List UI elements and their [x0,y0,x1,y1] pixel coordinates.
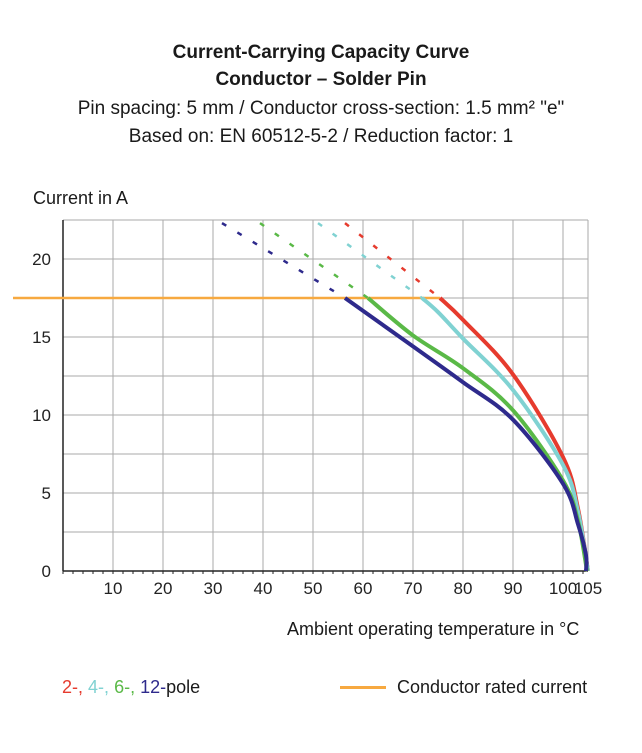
legend-4-pole: 4-, [88,677,110,697]
series-12-pole-line [343,296,589,572]
legend-rated: Conductor rated current [397,677,588,697]
x-tick-label: 80 [454,579,473,598]
x-tick-label: 70 [404,579,423,598]
chart-title: Current-Carrying Capacity Curve [172,42,470,63]
legend-rated-swatch [340,686,386,689]
y-tick-label: 5 [42,484,51,503]
series-4-pole-line [420,296,590,572]
x-tick-label: 105 [574,579,602,598]
legend-poles: 2-, 4-, 6-, 12-pole [62,677,200,698]
x-tick-label: 10 [104,579,123,598]
info-line-1: Pin spacing: 5 mm / Conductor cross-sect… [77,98,565,119]
x-tick-label: 30 [204,579,223,598]
y-tick-label: 20 [32,250,51,269]
legend-2-pole: 2-, [62,677,84,697]
x-tick-label: 60 [354,579,373,598]
y-axis-label: Current in A [33,188,129,208]
x-tick-label: 90 [504,579,523,598]
legend-6-pole: 6-, [114,677,136,697]
x-tick-label: 50 [304,579,323,598]
series-2-pole-dashed [344,222,441,299]
x-tick-label: 100 [549,579,577,598]
legend-pole-suffix: pole [166,677,201,697]
series-12-pole-dashed [221,222,346,300]
info-line-2: Based on: EN 60512-5-2 / Reduction facto… [128,126,514,147]
x-tick-label: 40 [254,579,273,598]
series-6-pole-dashed [259,222,369,300]
chart-subtitle: Conductor – Solder Pin [215,69,427,90]
legend-12-pole: 12- [140,677,167,697]
x-tick-label: 20 [154,579,173,598]
y-tick-label: 10 [32,406,51,425]
y-tick-label: 0 [42,562,51,581]
x-axis-label: Ambient operating temperature in °C [287,619,580,639]
series-4-pole-dashed [317,222,423,300]
y-tick-label: 15 [32,328,51,347]
